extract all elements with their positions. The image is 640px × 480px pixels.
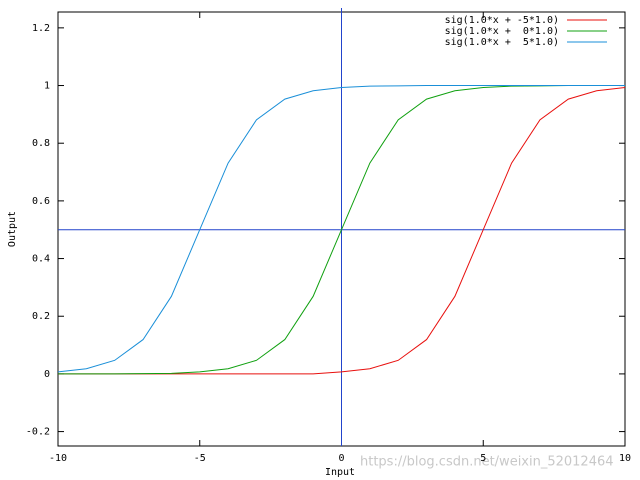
y-tick-label: 1.2 <box>32 23 50 34</box>
x-tick-label: 5 <box>480 453 486 464</box>
x-tick-label: 0 <box>338 453 344 464</box>
y-tick-label: 0.8 <box>32 138 50 149</box>
legend-label: sig(1.0*x + 5*1.0) <box>445 37 559 48</box>
series-line <box>57 85 625 373</box>
x-tick-label: 10 <box>619 453 631 464</box>
x-axis-label: Input <box>325 467 355 478</box>
y-tick-label: 0 <box>44 369 50 380</box>
watermark: https://blog.csdn.net/weixin_52012464 <box>360 455 614 470</box>
y-tick-label: 0.4 <box>32 254 50 265</box>
x-tick-label: -10 <box>49 453 67 464</box>
y-tick-label: 1 <box>44 81 50 92</box>
x-tick-label: -5 <box>194 453 206 464</box>
y-tick-label: -0.2 <box>26 427 50 438</box>
y-axis-label: Output <box>7 211 18 247</box>
y-tick-label: 0.2 <box>32 311 50 322</box>
legend-label: sig(1.0*x + -5*1.0) <box>445 15 559 26</box>
legend-label: sig(1.0*x + 0*1.0) <box>445 26 559 37</box>
y-tick-label: 0.6 <box>32 196 50 207</box>
